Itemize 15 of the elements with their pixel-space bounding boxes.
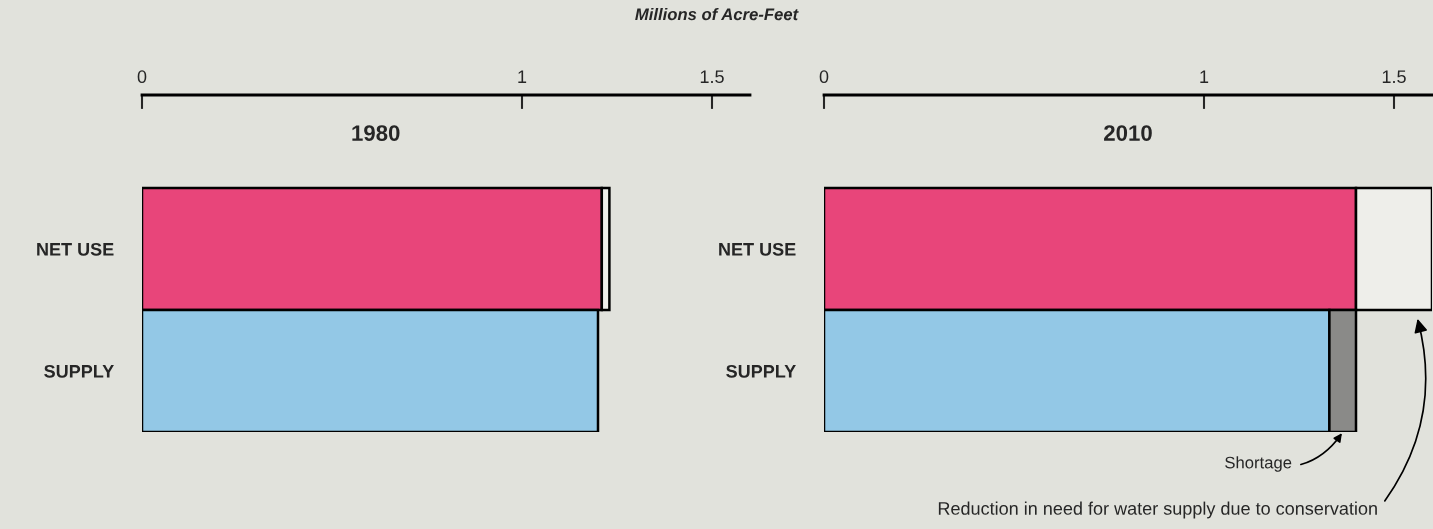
x-tick-label: 0 bbox=[137, 70, 147, 84]
y-tick-label: NET USE bbox=[37, 242, 114, 256]
y-tick-label: NET USE bbox=[719, 242, 796, 256]
y-tick-label: SUPPLY bbox=[44, 364, 114, 378]
y-tick-label: SUPPLY bbox=[726, 364, 796, 378]
chart-title: 1980 bbox=[352, 125, 400, 141]
text: Shortage bbox=[1225, 456, 1292, 472]
chart-title: 2010 bbox=[1104, 125, 1152, 141]
x-tick-label: 1 bbox=[518, 70, 527, 83]
x-tick-label: 1 bbox=[1200, 70, 1209, 83]
x-tick-label: 1.5 bbox=[700, 70, 724, 84]
x-axis-title: Millions of Acre-Feet bbox=[635, 7, 799, 21]
text: Reduction in need for water supply due to conservation bbox=[938, 501, 1377, 519]
x-tick-label: 1.5 bbox=[1382, 70, 1406, 84]
x-tick-label: 0 bbox=[819, 70, 829, 84]
